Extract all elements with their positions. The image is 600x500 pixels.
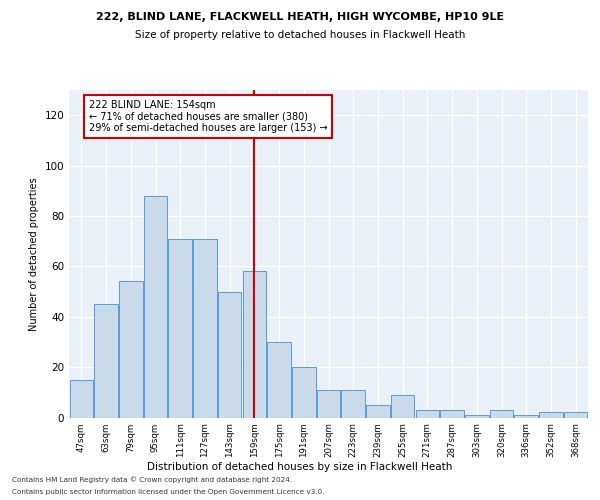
- Bar: [416, 410, 439, 418]
- Text: Contains HM Land Registry data © Crown copyright and database right 2024.: Contains HM Land Registry data © Crown c…: [12, 476, 292, 482]
- Bar: [465, 415, 488, 418]
- Bar: [391, 395, 415, 417]
- Text: 222, BLIND LANE, FLACKWELL HEATH, HIGH WYCOMBE, HP10 9LE: 222, BLIND LANE, FLACKWELL HEATH, HIGH W…: [96, 12, 504, 22]
- Bar: [119, 282, 143, 418]
- Bar: [440, 410, 464, 418]
- Bar: [341, 390, 365, 417]
- Text: Size of property relative to detached houses in Flackwell Heath: Size of property relative to detached ho…: [135, 30, 465, 40]
- Bar: [218, 292, 241, 418]
- Bar: [169, 238, 192, 418]
- Bar: [539, 412, 563, 418]
- Y-axis label: Number of detached properties: Number of detached properties: [29, 177, 39, 330]
- Bar: [514, 415, 538, 418]
- Bar: [144, 196, 167, 418]
- Bar: [366, 405, 389, 417]
- Text: 222 BLIND LANE: 154sqm
← 71% of detached houses are smaller (380)
29% of semi-de: 222 BLIND LANE: 154sqm ← 71% of detached…: [89, 100, 328, 134]
- Bar: [70, 380, 93, 418]
- Text: Contains public sector information licensed under the Open Government Licence v3: Contains public sector information licen…: [12, 489, 325, 495]
- Bar: [317, 390, 340, 417]
- Bar: [268, 342, 291, 417]
- Bar: [292, 367, 316, 418]
- Bar: [193, 238, 217, 418]
- Bar: [94, 304, 118, 418]
- Bar: [490, 410, 513, 418]
- Bar: [564, 412, 587, 418]
- Bar: [242, 272, 266, 418]
- Text: Distribution of detached houses by size in Flackwell Heath: Distribution of detached houses by size …: [148, 462, 452, 472]
